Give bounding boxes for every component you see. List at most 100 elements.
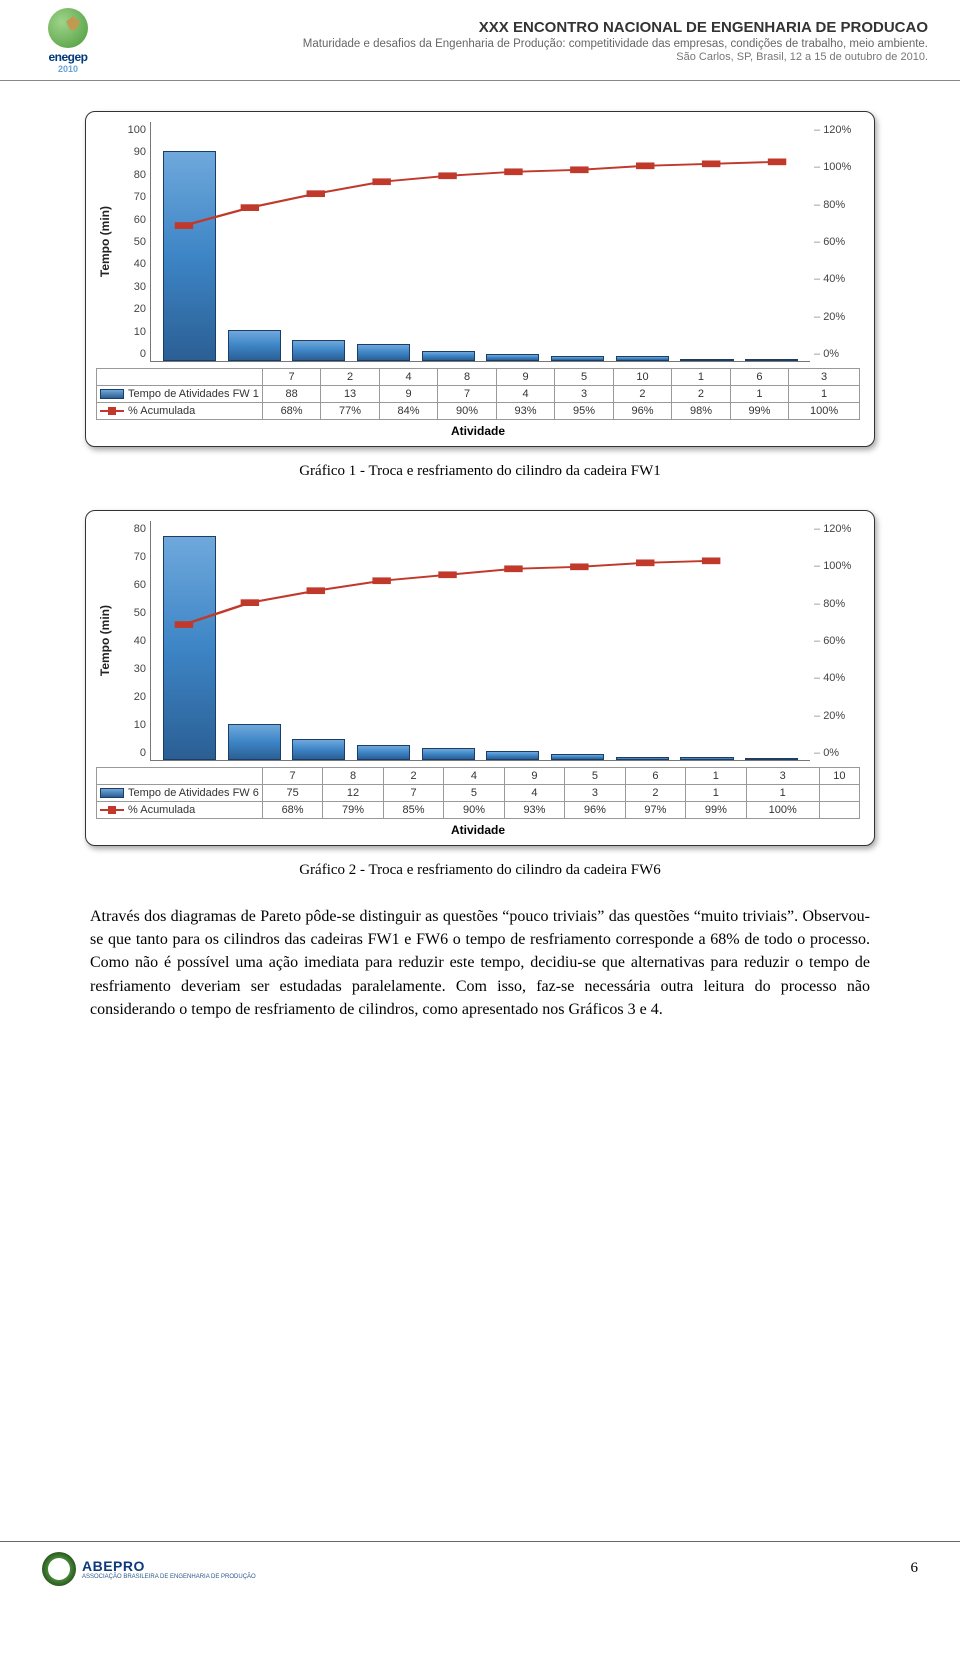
plot-region xyxy=(150,521,810,761)
bar-value-cell: 3 xyxy=(555,386,613,403)
line-legend-icon xyxy=(100,406,124,416)
cum-value-cell: 85% xyxy=(383,802,443,819)
bar xyxy=(292,340,345,362)
row-header: % Acumulada xyxy=(97,802,263,819)
bar xyxy=(486,354,539,361)
bar-value-cell: 2 xyxy=(625,785,685,802)
bar xyxy=(551,754,604,760)
pct-tick: 20% xyxy=(814,311,845,323)
globe-icon xyxy=(48,8,88,48)
bar xyxy=(163,151,216,361)
pct-tick: 120% xyxy=(814,523,851,535)
left-axis-ticks: 80706050403020100 xyxy=(114,521,150,761)
page-number: 6 xyxy=(911,1560,919,1577)
ytick: 20 xyxy=(134,303,146,315)
table-row: % Acumulada68%79%85%90%93%96%97%99%100% xyxy=(97,802,860,819)
bar-value-cell: 1 xyxy=(789,386,860,403)
category-cell: 9 xyxy=(496,369,554,386)
bar xyxy=(486,751,539,760)
bar-slot xyxy=(157,122,222,361)
pct-tick: 40% xyxy=(814,273,845,285)
right-axis-ticks: 120%100%80%60%40%20%0% xyxy=(810,521,860,761)
logo-main-text: enegep xyxy=(48,50,87,64)
bar-value-cell: 13 xyxy=(321,386,379,403)
right-axis-ticks: 120%100%80%60%40%20%0% xyxy=(810,122,860,362)
ytick: 100 xyxy=(128,124,146,136)
table-row: 78249561310 xyxy=(97,768,860,785)
left-axis-ticks: 1009080706050403020100 xyxy=(114,122,150,362)
bar xyxy=(292,739,345,760)
ytick: 10 xyxy=(134,719,146,731)
pct-tick: 60% xyxy=(814,236,845,248)
bar-value-cell: 2 xyxy=(613,386,671,403)
category-cell: 7 xyxy=(262,369,320,386)
ytick: 20 xyxy=(134,691,146,703)
category-cell: 5 xyxy=(565,768,625,785)
cum-value-cell: 100% xyxy=(789,403,860,420)
plot-region xyxy=(150,122,810,362)
ytick: 30 xyxy=(134,281,146,293)
x-axis-label: Atividade xyxy=(96,424,860,438)
table-row: Tempo de Atividades FW 1881397432211 xyxy=(97,386,860,403)
ytick: 70 xyxy=(134,191,146,203)
bar-slot xyxy=(222,521,287,760)
bar xyxy=(422,351,475,361)
cum-value-cell: 95% xyxy=(555,403,613,420)
gear-icon xyxy=(42,1552,76,1586)
bar-value-cell: 1 xyxy=(730,386,788,403)
cum-value-cell: 96% xyxy=(565,802,625,819)
pareto-chart-fw6: Tempo (min) 80706050403020100 120%100%80… xyxy=(85,510,875,846)
y-axis-label: Tempo (min) xyxy=(96,605,114,676)
ytick: 0 xyxy=(140,348,146,360)
logo-sub-text: 2010 xyxy=(58,64,78,74)
cum-value-cell: 98% xyxy=(672,403,730,420)
bar-value-cell: 9 xyxy=(379,386,437,403)
bar-slot xyxy=(610,521,675,760)
bar xyxy=(228,330,281,361)
category-cell: 7 xyxy=(262,768,322,785)
cum-value-cell: 84% xyxy=(379,403,437,420)
category-cell: 6 xyxy=(625,768,685,785)
bar xyxy=(745,758,798,760)
category-cell: 1 xyxy=(686,768,746,785)
bar xyxy=(228,724,281,760)
footer-text: ABEPRO ASSOCIAÇÃO BRASILEIRA DE ENGENHAR… xyxy=(82,1558,256,1580)
ytick: 80 xyxy=(134,523,146,535)
bar-slot xyxy=(481,521,546,760)
bar-slot xyxy=(416,122,481,361)
pct-tick: 80% xyxy=(814,199,845,211)
bar-value-cell: 5 xyxy=(444,785,504,802)
x-axis-label: Atividade xyxy=(96,823,860,837)
ytick: 40 xyxy=(134,258,146,270)
cum-value-cell: 90% xyxy=(444,802,504,819)
bar-slot xyxy=(351,122,416,361)
bar-legend-icon xyxy=(100,389,124,399)
page-footer: ABEPRO ASSOCIAÇÃO BRASILEIRA DE ENGENHAR… xyxy=(0,1541,960,1602)
bar-value-cell: 3 xyxy=(565,785,625,802)
bar-value-cell: 7 xyxy=(383,785,443,802)
chart-area: Tempo (min) 80706050403020100 120%100%80… xyxy=(96,521,860,761)
bar-slot xyxy=(286,122,351,361)
chart2-caption: Gráfico 2 - Troca e resfriamento do cili… xyxy=(0,862,960,879)
row-header: Tempo de Atividades FW 1 xyxy=(97,386,263,403)
pct-tick: 20% xyxy=(814,710,845,722)
row-header xyxy=(97,768,263,785)
bar xyxy=(163,536,216,760)
ytick: 30 xyxy=(134,663,146,675)
bar xyxy=(745,359,798,361)
bar-slot xyxy=(545,521,610,760)
category-cell: 9 xyxy=(504,768,564,785)
bar-value-cell: 1 xyxy=(746,785,819,802)
bar-slot xyxy=(739,521,804,760)
header-subtitle-1: Maturidade e desafios da Engenharia de P… xyxy=(104,38,928,50)
cum-value-cell: 90% xyxy=(438,403,496,420)
header-subtitle-2: São Carlos, SP, Brasil, 12 a 15 de outub… xyxy=(104,51,928,63)
pct-tick: 0% xyxy=(814,348,839,360)
cum-value-cell: 97% xyxy=(625,802,685,819)
ytick: 90 xyxy=(134,146,146,158)
line-legend-icon xyxy=(100,805,124,815)
cum-value-cell: 93% xyxy=(496,403,554,420)
bar-value-cell: 4 xyxy=(496,386,554,403)
cum-value-cell: 96% xyxy=(613,403,671,420)
category-cell: 2 xyxy=(383,768,443,785)
